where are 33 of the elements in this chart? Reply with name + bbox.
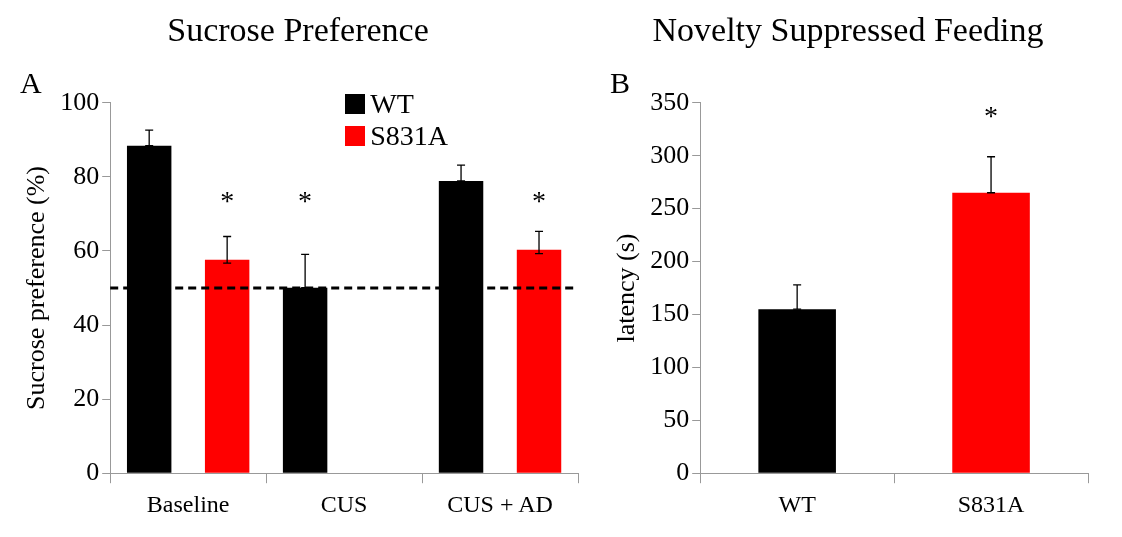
annotation: *: [532, 185, 547, 217]
y-tick-label: 300: [650, 139, 690, 169]
annotation: *: [220, 185, 235, 217]
y-tick-label: 50: [663, 404, 690, 434]
y-axis-title: Sucrose preference (%): [21, 166, 51, 410]
bar: [516, 249, 562, 473]
y-axis-title: latency (s): [611, 233, 641, 343]
legend-label: S831A: [370, 120, 448, 152]
x-tick-label: CUS: [320, 490, 368, 517]
bar: [204, 259, 250, 473]
y-tick-label: 100: [650, 351, 690, 381]
y-tick-label: 200: [650, 245, 690, 275]
legend-label: WT: [370, 88, 414, 120]
x-tick-label: WT: [778, 490, 817, 517]
y-tick-label: 40: [73, 308, 100, 338]
y-tick-label: 350: [650, 86, 690, 116]
annotation: *: [298, 185, 313, 217]
x-tick-label: S831A: [957, 490, 1026, 517]
annotation: *: [984, 99, 999, 131]
y-tick-label: 0: [676, 457, 690, 487]
y-tick-label: 0: [86, 457, 100, 487]
y-tick-label: 250: [650, 192, 690, 222]
x-tick-label: CUS + AD: [447, 490, 553, 517]
chart-title: Novelty Suppressed Feeding: [652, 11, 1044, 49]
chart-title: Sucrose Preference: [167, 11, 429, 49]
text: B: [610, 65, 631, 99]
y-tick-label: 20: [73, 382, 100, 412]
x-tick-label: Baseline: [146, 490, 230, 517]
y-tick-label: 60: [73, 234, 100, 264]
text: A: [20, 65, 42, 99]
y-tick-label: 100: [60, 86, 100, 116]
y-tick-label: 80: [73, 160, 100, 190]
y-tick-label: 150: [650, 298, 690, 328]
